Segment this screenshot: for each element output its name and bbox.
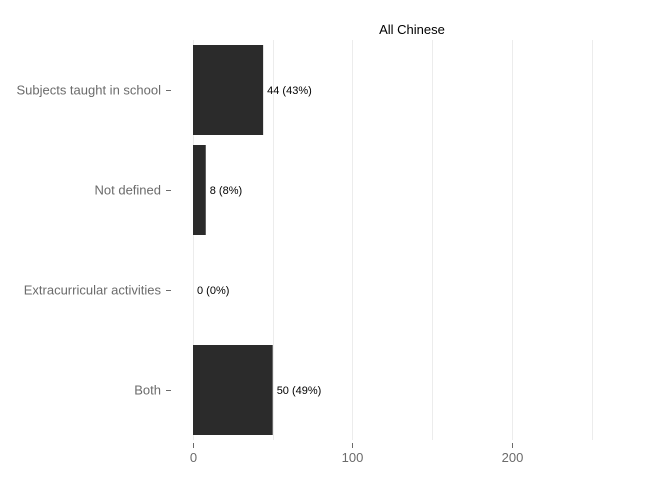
data-label-extracurricular-activities: 0 (0%) (197, 285, 229, 297)
category-axis: Subjects taught in school Not defined Extr… (16, 83, 171, 398)
bar-both (193, 345, 273, 435)
x-tick-label-100: 100 (342, 450, 364, 465)
x-tick-label-0: 0 (190, 450, 197, 465)
x-tick-label-200: 200 (502, 450, 524, 465)
value-axis: 0 100 200 (190, 443, 523, 465)
category-label-subjects-taught-in-school: Subjects taught in school (16, 83, 161, 98)
category-label-both: Both (134, 383, 161, 398)
chart-title: All Chinese (379, 22, 445, 37)
data-label-both: 50 (49%) (277, 385, 322, 397)
bar-not-defined (193, 145, 206, 235)
bar-subjects-taught-in-school (193, 45, 264, 135)
data-label-subjects-taught-in-school: 44 (43%) (267, 85, 312, 97)
data-labels: 44 (43%) 8 (8%) 0 (0%) 50 (49%) (197, 85, 321, 397)
category-label-extracurricular-activities: Extracurricular activities (24, 283, 162, 298)
bars (193, 45, 273, 435)
data-label-not-defined: 8 (8%) (210, 185, 242, 197)
category-label-not-defined: Not defined (95, 183, 162, 198)
